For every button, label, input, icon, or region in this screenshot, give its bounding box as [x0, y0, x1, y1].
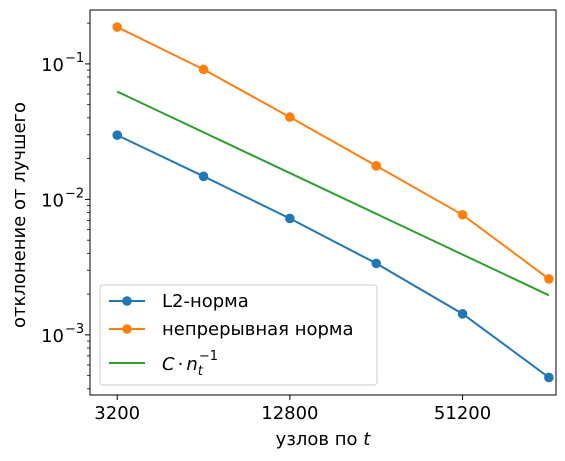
series-0-point [112, 130, 123, 140]
legend-ref-n: n [186, 354, 197, 375]
series-1-point [371, 161, 382, 171]
y-tick-label: 10 [41, 190, 64, 211]
y-tick-label-exponent: −2 [65, 186, 84, 201]
series-1-line [116, 26, 550, 280]
series-1-point [198, 64, 209, 75]
legend-ref-dot: · [178, 354, 184, 375]
x-axis-label: узлов по t [276, 429, 372, 450]
legend-label-l2: L2-норма [162, 291, 249, 312]
legend-label-continuous: непрерывная норма [162, 319, 354, 340]
legend: L2-норма непрерывная норма C · nt−1 [99, 284, 378, 386]
legend-marker-continuous [122, 324, 132, 334]
x-axis-ticks: 3200 12800 51200 [94, 395, 491, 424]
y-tick-label-exponent: −3 [65, 322, 84, 337]
legend-marker-l2 [122, 296, 132, 306]
legend-box [99, 284, 378, 386]
series-1-point [544, 274, 554, 284]
y-tick-label: 10 [41, 326, 64, 347]
series-1-point [457, 209, 468, 220]
series-0-point [457, 309, 468, 319]
x-axis-label-text: узлов по [276, 429, 364, 450]
series-0-point [371, 258, 382, 269]
legend-ref-sup: −1 [199, 349, 218, 364]
y-tick-label: 10 [41, 55, 64, 76]
x-tick-label: 3200 [94, 403, 140, 424]
x-tick-label: 51200 [434, 403, 491, 424]
legend-label-reference: C · nt−1 [162, 349, 218, 379]
series-0-point [198, 171, 209, 182]
y-tick-label-exponent: −1 [65, 51, 84, 66]
series-0-line [116, 134, 550, 379]
legend-ref-c: C [162, 354, 175, 375]
series-0-point [285, 213, 295, 224]
x-tick-label: 12800 [261, 403, 318, 424]
y-axis-ticks: 10−310−210−1 [41, 22, 90, 390]
plot-frame [89, 9, 557, 396]
series-0-point [544, 372, 554, 383]
series-1-point [112, 22, 123, 32]
series-2-line [116, 90, 550, 297]
series-layer [112, 22, 554, 383]
series-1-point [285, 112, 295, 122]
y-axis-label: отклонение от лучшего [9, 102, 30, 328]
x-axis-label-var: t [363, 429, 371, 450]
legend-ref-sub: t [198, 364, 204, 379]
